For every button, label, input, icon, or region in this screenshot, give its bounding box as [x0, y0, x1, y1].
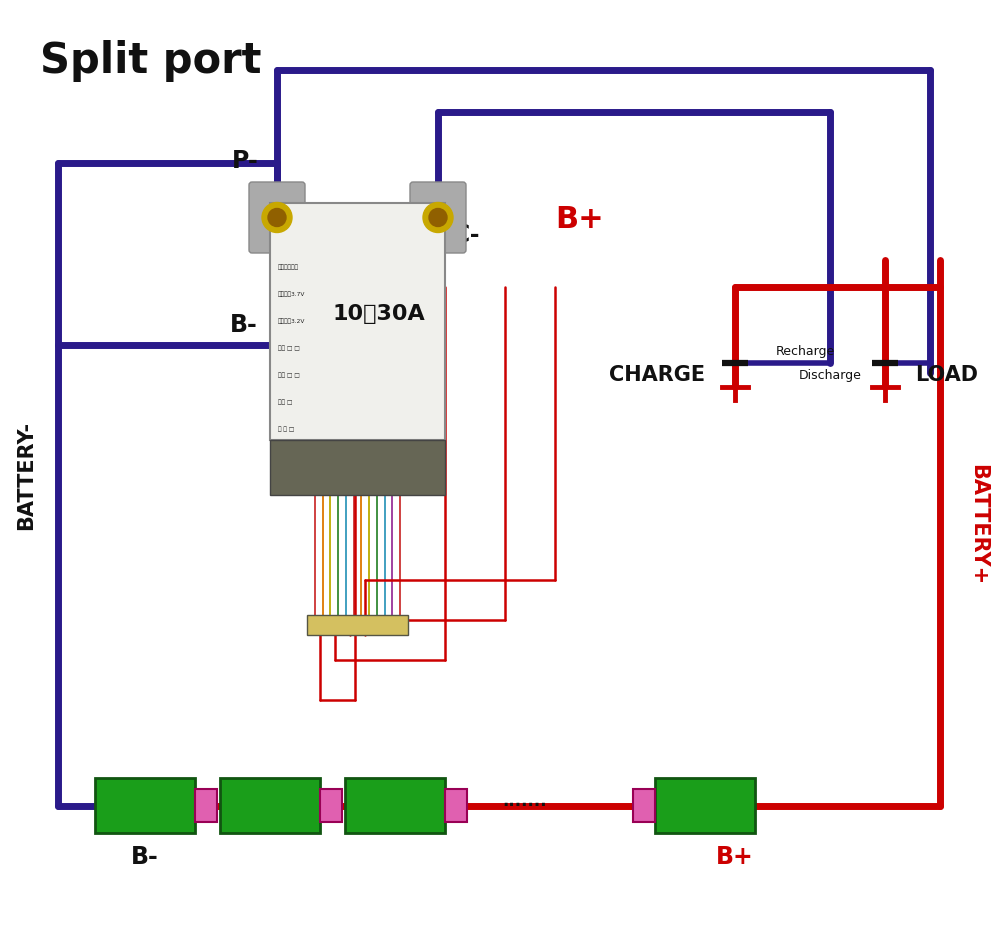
Circle shape — [262, 203, 292, 232]
Text: Discharge: Discharge — [799, 369, 861, 382]
FancyBboxPatch shape — [410, 182, 466, 253]
Bar — [270, 203, 445, 440]
Text: LOAD: LOAD — [915, 365, 978, 385]
Text: CHARGE: CHARGE — [609, 365, 705, 385]
Text: B+: B+ — [716, 845, 754, 869]
Text: 锂电池保护板: 锂电池保护板 — [278, 264, 299, 269]
Text: BATTERY-: BATTERY- — [16, 421, 36, 529]
Circle shape — [268, 208, 286, 227]
Text: Split port: Split port — [40, 40, 262, 82]
Bar — [655, 778, 755, 833]
Text: 10平30A: 10平30A — [332, 304, 425, 324]
Text: Recharge: Recharge — [775, 345, 835, 358]
Text: C-: C- — [453, 223, 480, 247]
Text: ⋅⋅⋅⋅⋅⋅⋅: ⋅⋅⋅⋅⋅⋅⋅ — [503, 796, 547, 815]
Bar — [270, 440, 445, 495]
Text: 放电截止3.2V: 放电截止3.2V — [278, 318, 305, 324]
Text: B+: B+ — [556, 205, 604, 235]
FancyBboxPatch shape — [249, 182, 305, 253]
Text: B-: B- — [131, 845, 159, 869]
Text: P-: P- — [232, 149, 259, 173]
Text: 充电截止3.7V: 充电截止3.7V — [278, 291, 305, 297]
Bar — [270, 248, 445, 258]
Bar — [307, 615, 408, 635]
Bar — [633, 789, 655, 822]
Circle shape — [423, 203, 453, 232]
Bar — [220, 778, 320, 833]
Text: 温 度 □: 温 度 □ — [278, 426, 294, 432]
Text: 过流 □ □: 过流 □ □ — [278, 345, 300, 351]
Bar — [195, 789, 217, 822]
Text: B-: B- — [230, 313, 258, 337]
Text: BATTERY+: BATTERY+ — [968, 464, 988, 586]
Bar — [320, 789, 342, 822]
Text: 平衡 □: 平衡 □ — [278, 399, 292, 404]
Circle shape — [429, 208, 447, 227]
Bar — [345, 778, 445, 833]
Text: 过放 □ □: 过放 □ □ — [278, 372, 300, 377]
Bar — [95, 778, 195, 833]
Bar — [445, 789, 467, 822]
